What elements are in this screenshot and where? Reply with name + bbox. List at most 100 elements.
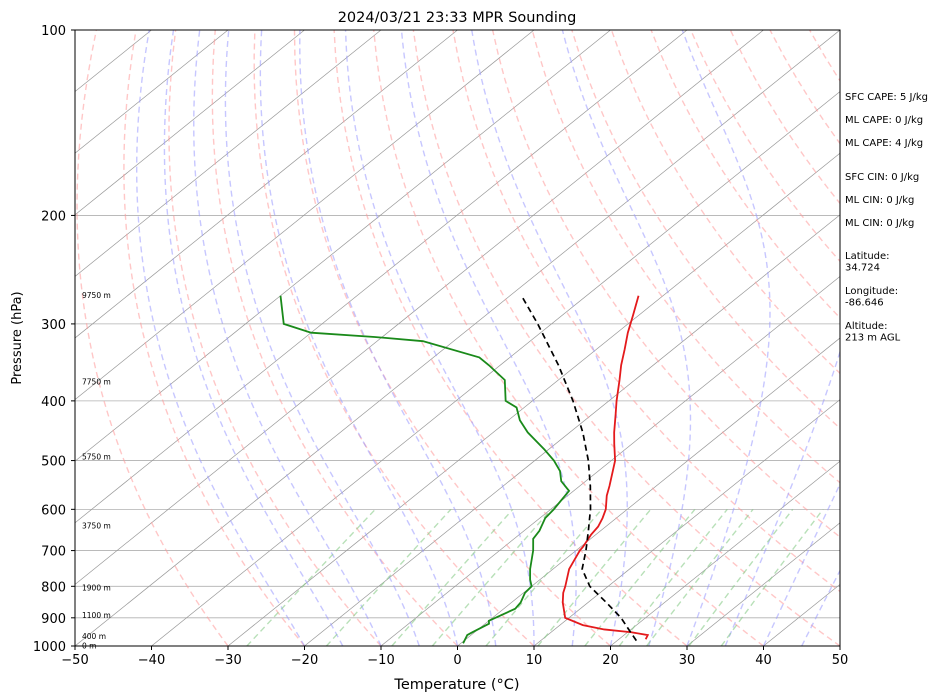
moist-adiabat-line [681,30,771,646]
dry-adiabat-line [452,30,840,593]
y-tick-label: 400 [41,395,66,410]
height-labels: 9750 m 7750 m 5750 m 3750 m 1900 m 1100 m 400 … [82,291,111,650]
axes: −50 −40 −30 −20 −10 0 10 20 30 40 50 1000 900 800 700 6… [33,24,848,668]
y-tick-label: 800 [41,580,66,595]
moist-adiabat-line [135,30,306,646]
annotation-text: SFC CIN: 0 J/kg [845,172,919,183]
dry-adiabat-line [333,30,688,646]
y-tick-label: 300 [41,318,66,333]
moist-adiabat-line [724,30,840,646]
height-label: 5750 m [82,452,111,461]
y-axis-label: Pressure (hPa) [10,291,25,384]
mixing-ratio-line [391,508,514,646]
isotherm-line [75,30,382,277]
isotherm-line [75,30,305,216]
height-label: 400 m [82,632,106,641]
isotherm-line [75,30,688,524]
y-tick-label: 200 [41,209,66,224]
height-label: 0 m [82,642,96,651]
mixing-ratio-line [646,508,754,646]
x-tick-label: −30 [214,653,241,668]
dry-adiabat-line [412,30,840,646]
grid-layer [75,30,947,646]
isotherm-line [75,30,535,401]
y-tick-label: 700 [41,545,66,560]
x-tick-label: −40 [138,653,165,668]
moist-adiabat-line [344,30,535,646]
dry-adiabat-line [123,30,306,646]
temperature-profile-line [561,295,650,640]
moist-adiabat-line [193,30,382,646]
x-tick-label: 10 [526,653,543,668]
moist-adiabat-line [163,30,344,646]
x-tick-label: 40 [755,653,772,668]
isotherm-line [75,30,611,462]
moist-adiabat-line [471,30,628,646]
mixing-ratio-line [325,508,452,646]
x-tick-label: 20 [602,653,619,668]
x-tick-label: 0 [453,653,461,668]
chart-title: 2024/03/21 23:33 MPR Sounding [338,10,577,26]
dry-adiabat-line [373,30,764,646]
dry-adiabat-line [571,30,840,430]
annotation-text: Longitude: -86.646 [845,286,898,309]
dry-adiabat-line [610,30,840,375]
annotation-text: SFC CAPE: 5 J/kg [845,92,928,103]
isotherm-line [227,152,840,646]
x-tick-label: −50 [61,653,88,668]
mixing-ratio-line [584,508,696,646]
isotherm-line [380,275,840,646]
dewpoint-profile-line [279,295,571,644]
isotherm-line [75,30,840,646]
height-label: 7750 m [82,378,111,387]
mixing-ratio-line [431,508,552,646]
mixing-ratio-line [246,508,376,646]
dry-adiabat-line [928,30,947,646]
height-label: 9750 m [82,291,111,300]
annotation-text: ML CAPE: 0 J/kg [845,115,923,126]
isotherm-line [151,91,840,646]
parcel-path-line [520,295,638,642]
moist-adiabat-line [299,30,497,646]
dry-adiabat-line [168,30,382,646]
x-tick-label: 30 [679,653,696,668]
isotherm-line [686,522,840,646]
height-label: 1100 m [82,611,111,620]
mixing-ratio-line [688,508,794,646]
mixing-ratio-line [485,508,603,646]
y-tick-label: 900 [41,612,66,627]
mixing-ratio-line [537,508,652,646]
dry-adiabat-line [253,30,535,646]
moist-adiabat-line [561,30,692,646]
moist-adiabat-line [259,30,459,646]
isotherm-line [75,30,458,339]
x-axis-label: Temperature (°C) [393,677,519,693]
dry-adiabat-line [76,30,229,646]
annotation-text: Latitude: 34.724 [845,251,890,274]
y-tick-label: 1000 [33,640,66,655]
mixing-ratio-line [618,508,728,646]
annotation-text: ML CIN: 0 J/kg [845,195,914,206]
mixing-ratio-line [720,508,824,646]
y-tick-label: 500 [41,455,66,470]
annotation-text: Altitude: 213 m AGL [845,321,901,344]
annotation-text: ML CIN: 0 J/kg [845,218,914,229]
isotherm-line [610,460,840,646]
y-tick-label: 100 [41,24,66,39]
isotherm-line [75,30,229,154]
x-tick-label: −10 [367,653,394,668]
y-tick-label: 600 [41,503,66,518]
height-label: 1900 m [82,583,111,592]
dry-adiabat-line [211,30,458,646]
isotherm-line [533,399,840,646]
x-tick-label: 50 [832,653,849,668]
dry-adiabat-line [650,30,840,319]
annotation-text: ML CAPE: 4 J/kg [845,138,923,149]
height-label: 3750 m [82,521,111,530]
data-layer [279,295,650,644]
isotherm-line [304,214,840,646]
x-tick-label: −20 [291,653,318,668]
annotations: SFC CAPE: 5 J/kg ML CAPE: 0 J/kg ML CAPE: … [845,92,928,344]
